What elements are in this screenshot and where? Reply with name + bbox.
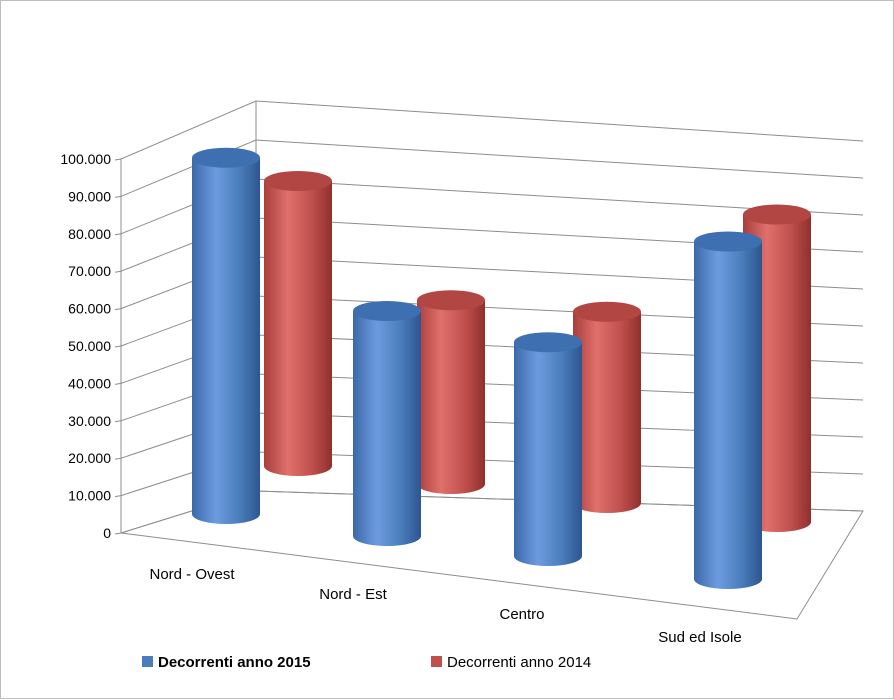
bar-2014-2 [573,301,641,513]
y-tick-mark [114,158,122,161]
category-label: Sud ed Isole [658,629,741,646]
y-tick-label: 100.000 [60,151,111,167]
y-tick-label: 0 [103,525,111,541]
y-tick-mark [114,457,122,460]
legend: Decorrenti anno 2015 Decorrenti anno 201… [142,654,591,671]
bar-2015-2 [514,332,582,566]
legend-label-2015: Decorrenti anno 2015 [158,654,311,671]
y-tick-label: 50.000 [68,338,111,354]
category-label: Nord - Est [319,586,387,603]
bar-2014-0 [264,171,332,476]
category-label: Nord - Ovest [149,566,235,583]
y-tick-mark [114,382,122,385]
y-tick-mark [114,195,122,198]
bar-2014-1 [417,290,485,494]
y-tick-mark [114,420,122,423]
y-tick-mark [114,345,122,348]
y-tick-label: 40.000 [68,375,111,391]
y-tick-label: 10.000 [68,488,111,504]
category-labels: Nord - Ovest Nord - Est Centro Sud ed Isole [149,566,741,646]
side-gridline [120,100,257,160]
y-tick-label: 60.000 [68,301,111,317]
y-tick-label: 80.000 [68,226,111,242]
bar-2015-1 [353,301,421,546]
y-tick-label: 90.000 [68,188,111,204]
bar-2015-0 [192,147,260,524]
bars [192,147,811,589]
y-tick-mark [114,532,122,535]
y-tick-label: 70.000 [68,263,111,279]
y-tick-mark [114,233,122,236]
y-axis-tick-labels: 0 10.000 20.000 30.000 40.000 50.000 60.000 70.… [60,151,111,541]
y-tick-label: 30.000 [68,413,111,429]
category-label: Centro [499,606,544,623]
gridline [255,100,864,142]
y-tick-mark [114,308,122,311]
legend-swatch-2015 [142,656,153,667]
gridline [255,139,864,179]
y-tick-mark [114,495,122,498]
legend-swatch-2014 [431,656,442,667]
y-tick-label: 20.000 [68,450,111,466]
bar-2015-3 [694,231,762,589]
legend-label-2014: Decorrenti anno 2014 [447,654,591,671]
y-tick-mark [114,270,122,273]
